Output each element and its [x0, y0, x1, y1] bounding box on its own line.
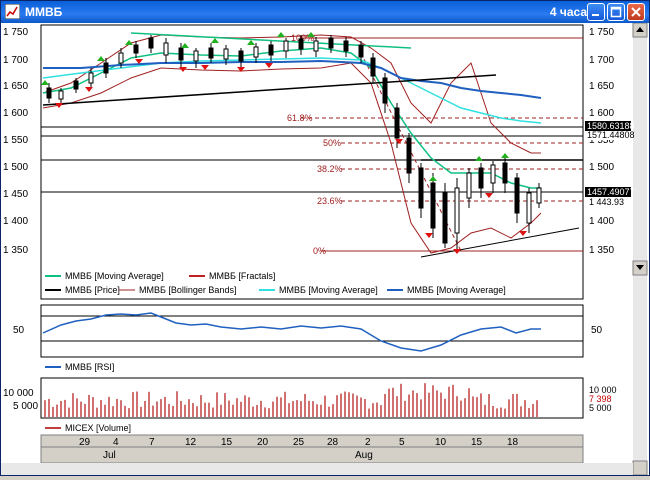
x-axis: 29 4 7 12 15 20 25 28 2 5 10 15 18 Jul A…	[79, 437, 519, 461]
y-tick-1750: 1 750	[3, 27, 28, 38]
price-legend: ММВБ [Moving Average] ММВБ [Fractals] ММ…	[45, 271, 506, 295]
svg-text:1 500: 1 500	[589, 162, 614, 173]
svg-text:1 750: 1 750	[589, 27, 614, 38]
volume-readout-7398: 7 398	[589, 394, 612, 404]
y-tick-1350: 1 350	[3, 245, 28, 256]
readout-1580: 1580.63188	[587, 121, 635, 131]
price-candles	[46, 35, 542, 251]
x-tick: 15	[221, 437, 233, 448]
maximize-icon	[610, 6, 622, 18]
rsi-tick-right: 50	[591, 325, 603, 336]
y-tick-1500: 1 500	[3, 162, 28, 173]
y-tick-1450: 1 450	[3, 189, 28, 200]
x-tick: 10	[435, 437, 447, 448]
fib-label-100: 100%	[291, 33, 314, 43]
legend-bollinger: ММВБ [Bollinger Bands]	[139, 285, 236, 295]
svg-text:1 700: 1 700	[589, 55, 614, 66]
price-y-axis-right: 1 750 1 700 1 650 1 600 1 550 1 500 1 45…	[589, 27, 614, 256]
title-bar[interactable]: ММВБ 4 часа	[1, 1, 649, 23]
volume-bars	[44, 383, 538, 417]
x-tick: 2	[365, 437, 371, 448]
fib-label-618: 61.8%	[287, 113, 313, 123]
horizontal-scrollbar[interactable]	[1, 463, 633, 475]
y-tick-1600: 1 600	[3, 108, 28, 119]
price-plot-frame	[40, 24, 584, 300]
readout-1457: 1457.49077	[587, 187, 635, 197]
volume-tick-10000: 10 000	[3, 388, 34, 399]
legend-fractals: ММВБ [Fractals]	[209, 271, 275, 281]
x-tick: 4	[113, 437, 119, 448]
legend-price: ММВБ [Price]	[65, 285, 120, 295]
volume-tick-5000: 5 000	[13, 401, 38, 412]
period-label: 4 часа	[549, 5, 587, 19]
x-tick: 29	[79, 437, 91, 448]
rsi-line	[42, 312, 541, 352]
window-title: ММВБ	[25, 5, 63, 19]
svg-text:1 650: 1 650	[589, 81, 614, 92]
rsi-panel: 50 50 ММВБ [RSI]	[13, 312, 603, 372]
x-tick: 20	[257, 437, 269, 448]
y-tick-1400: 1 400	[3, 216, 28, 227]
volume-readout-5000: 5 000	[589, 403, 612, 413]
volume-readout-10000: 10 000	[589, 385, 617, 395]
legend-ma-2: ММВБ [Moving Average]	[279, 285, 378, 295]
scroll-up-icon	[636, 27, 644, 32]
scroll-down-icon	[636, 265, 644, 270]
x-tick: 15	[471, 437, 483, 448]
fib-label-0: 0%	[313, 246, 326, 256]
close-icon	[631, 7, 641, 17]
x-tick: 25	[293, 437, 305, 448]
legend-rsi: ММВБ [RSI]	[65, 362, 114, 372]
y-tick-1550: 1 550	[3, 135, 28, 146]
svg-text:1 600: 1 600	[589, 108, 614, 119]
chart-area: 100% 61.8% 50% 38.2% 23.6% 0%	[1, 22, 649, 476]
volume-panel: 10 000 5 000 10 000 7 398 5 000 MICEX [V…	[3, 383, 617, 433]
fib-label-236: 23.6%	[317, 196, 343, 206]
x-tick: 7	[149, 437, 155, 448]
fib-label-382: 38.2%	[317, 164, 343, 174]
x-tick: 12	[185, 437, 197, 448]
rsi-plot-frame	[40, 304, 584, 358]
vertical-scrollbar[interactable]	[633, 23, 647, 461]
x-month-aug: Aug	[355, 450, 373, 461]
scroll-corner	[632, 460, 648, 476]
legend-ma-1: ММВБ [Moving Average]	[65, 271, 164, 281]
y-tick-1700: 1 700	[3, 55, 28, 66]
x-tick: 18	[507, 437, 519, 448]
price-y-axis-left: 1 750 1 700 1 650 1 600 1 550 1 500 1 45…	[3, 27, 28, 256]
close-button[interactable]	[627, 3, 645, 21]
svg-text:1 400: 1 400	[589, 216, 614, 227]
fractal-markers	[41, 32, 527, 254]
x-axis-frame	[40, 434, 584, 464]
legend-volume: MICEX [Volume]	[65, 423, 131, 433]
minimize-button[interactable]	[587, 3, 605, 21]
x-month-jul: Jul	[103, 450, 116, 461]
svg-text:1 350: 1 350	[589, 245, 614, 256]
trend-lines	[42, 32, 580, 258]
maximize-button[interactable]	[607, 3, 625, 21]
fib-labels: 100% 61.8% 50% 38.2% 23.6% 0%	[287, 33, 343, 256]
legend-ma-3: ММВБ [Moving Average]	[407, 285, 506, 295]
svg-text:1 550: 1 550	[589, 135, 614, 146]
x-tick: 5	[399, 437, 405, 448]
x-tick: 28	[327, 437, 339, 448]
fib-label-50: 50%	[323, 138, 341, 148]
chart-app-icon	[5, 4, 20, 19]
minimize-icon	[592, 14, 599, 16]
readout-1443: 1 443.93	[589, 197, 624, 207]
rsi-tick-left: 50	[13, 325, 25, 336]
readout-1571: 1571.44808	[587, 130, 635, 140]
price-readouts: 1580.63188 1571.44808 1457.49077 1 443.9…	[585, 121, 635, 207]
y-tick-1650: 1 650	[3, 81, 28, 92]
